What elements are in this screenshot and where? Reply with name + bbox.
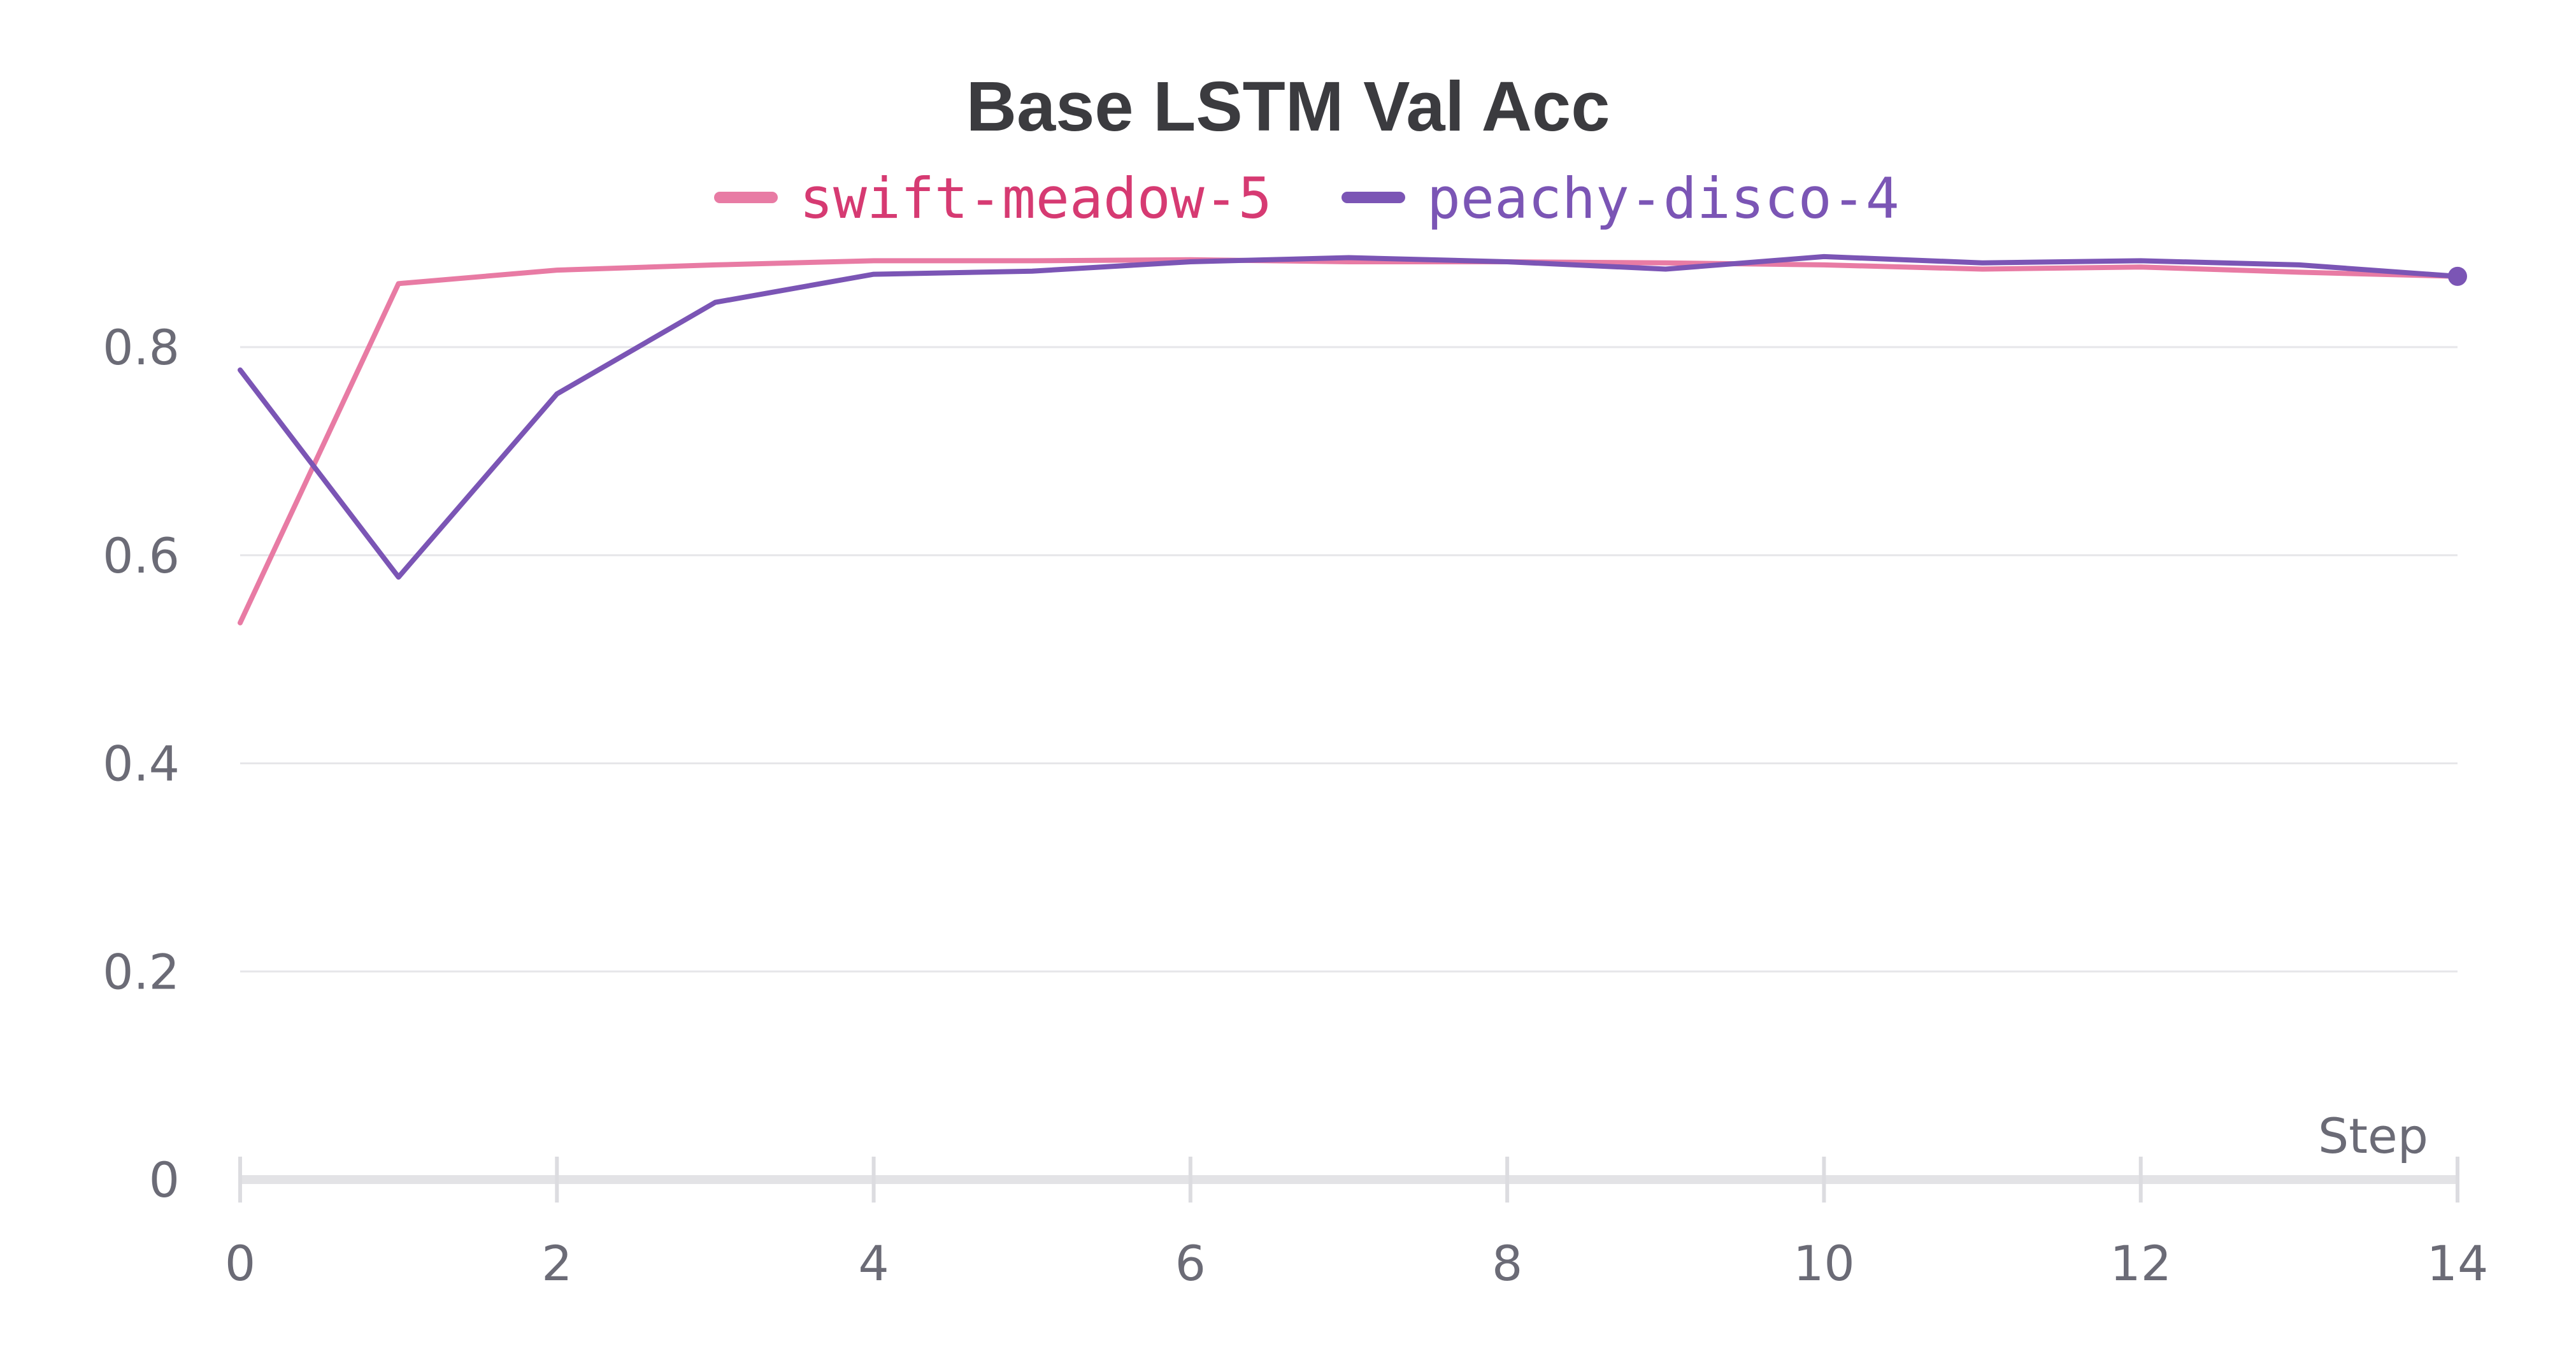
x-axis-title: Step xyxy=(2318,1108,2428,1164)
x-axis-tick-labels: 0 2 4 6 8 10 12 14 xyxy=(225,1235,2489,1292)
x-tick-label: 12 xyxy=(2110,1235,2172,1292)
x-axis xyxy=(238,1157,2459,1203)
series-lines xyxy=(238,253,2467,625)
series-endpoint-peachy-disco-4[interactable] xyxy=(2448,266,2467,286)
x-tick-label: 14 xyxy=(2427,1235,2489,1292)
y-tick-label: 0 xyxy=(149,1152,180,1208)
x-tick-label: 8 xyxy=(1492,1235,1522,1292)
series-line-swift-meadow-5[interactable] xyxy=(238,257,2460,625)
chart-title: Base LSTM Val Acc xyxy=(966,68,1610,146)
x-tick-label: 6 xyxy=(1175,1235,1206,1292)
series-line-peachy-disco-4[interactable] xyxy=(238,253,2460,580)
y-tick-label: 0.8 xyxy=(103,319,180,376)
x-tick-label: 0 xyxy=(225,1235,255,1292)
y-tick-label: 0.6 xyxy=(103,527,180,584)
x-tick-label: 10 xyxy=(1793,1235,1855,1292)
gridlines xyxy=(240,346,2458,973)
legend-label-peachy-disco-4[interactable]: peachy-disco-4 xyxy=(1427,166,1900,231)
x-tick-label: 2 xyxy=(541,1235,572,1292)
y-tick-label: 0.4 xyxy=(103,736,180,792)
y-axis-tick-labels: 0 0.2 0.4 0.6 0.8 xyxy=(103,319,180,1208)
legend-label-swift-meadow-5[interactable]: swift-meadow-5 xyxy=(799,166,1272,231)
legend: swift-meadow-5 peachy-disco-4 xyxy=(714,166,1900,231)
x-tick-label: 4 xyxy=(858,1235,889,1292)
y-tick-label: 0.2 xyxy=(103,943,180,1000)
